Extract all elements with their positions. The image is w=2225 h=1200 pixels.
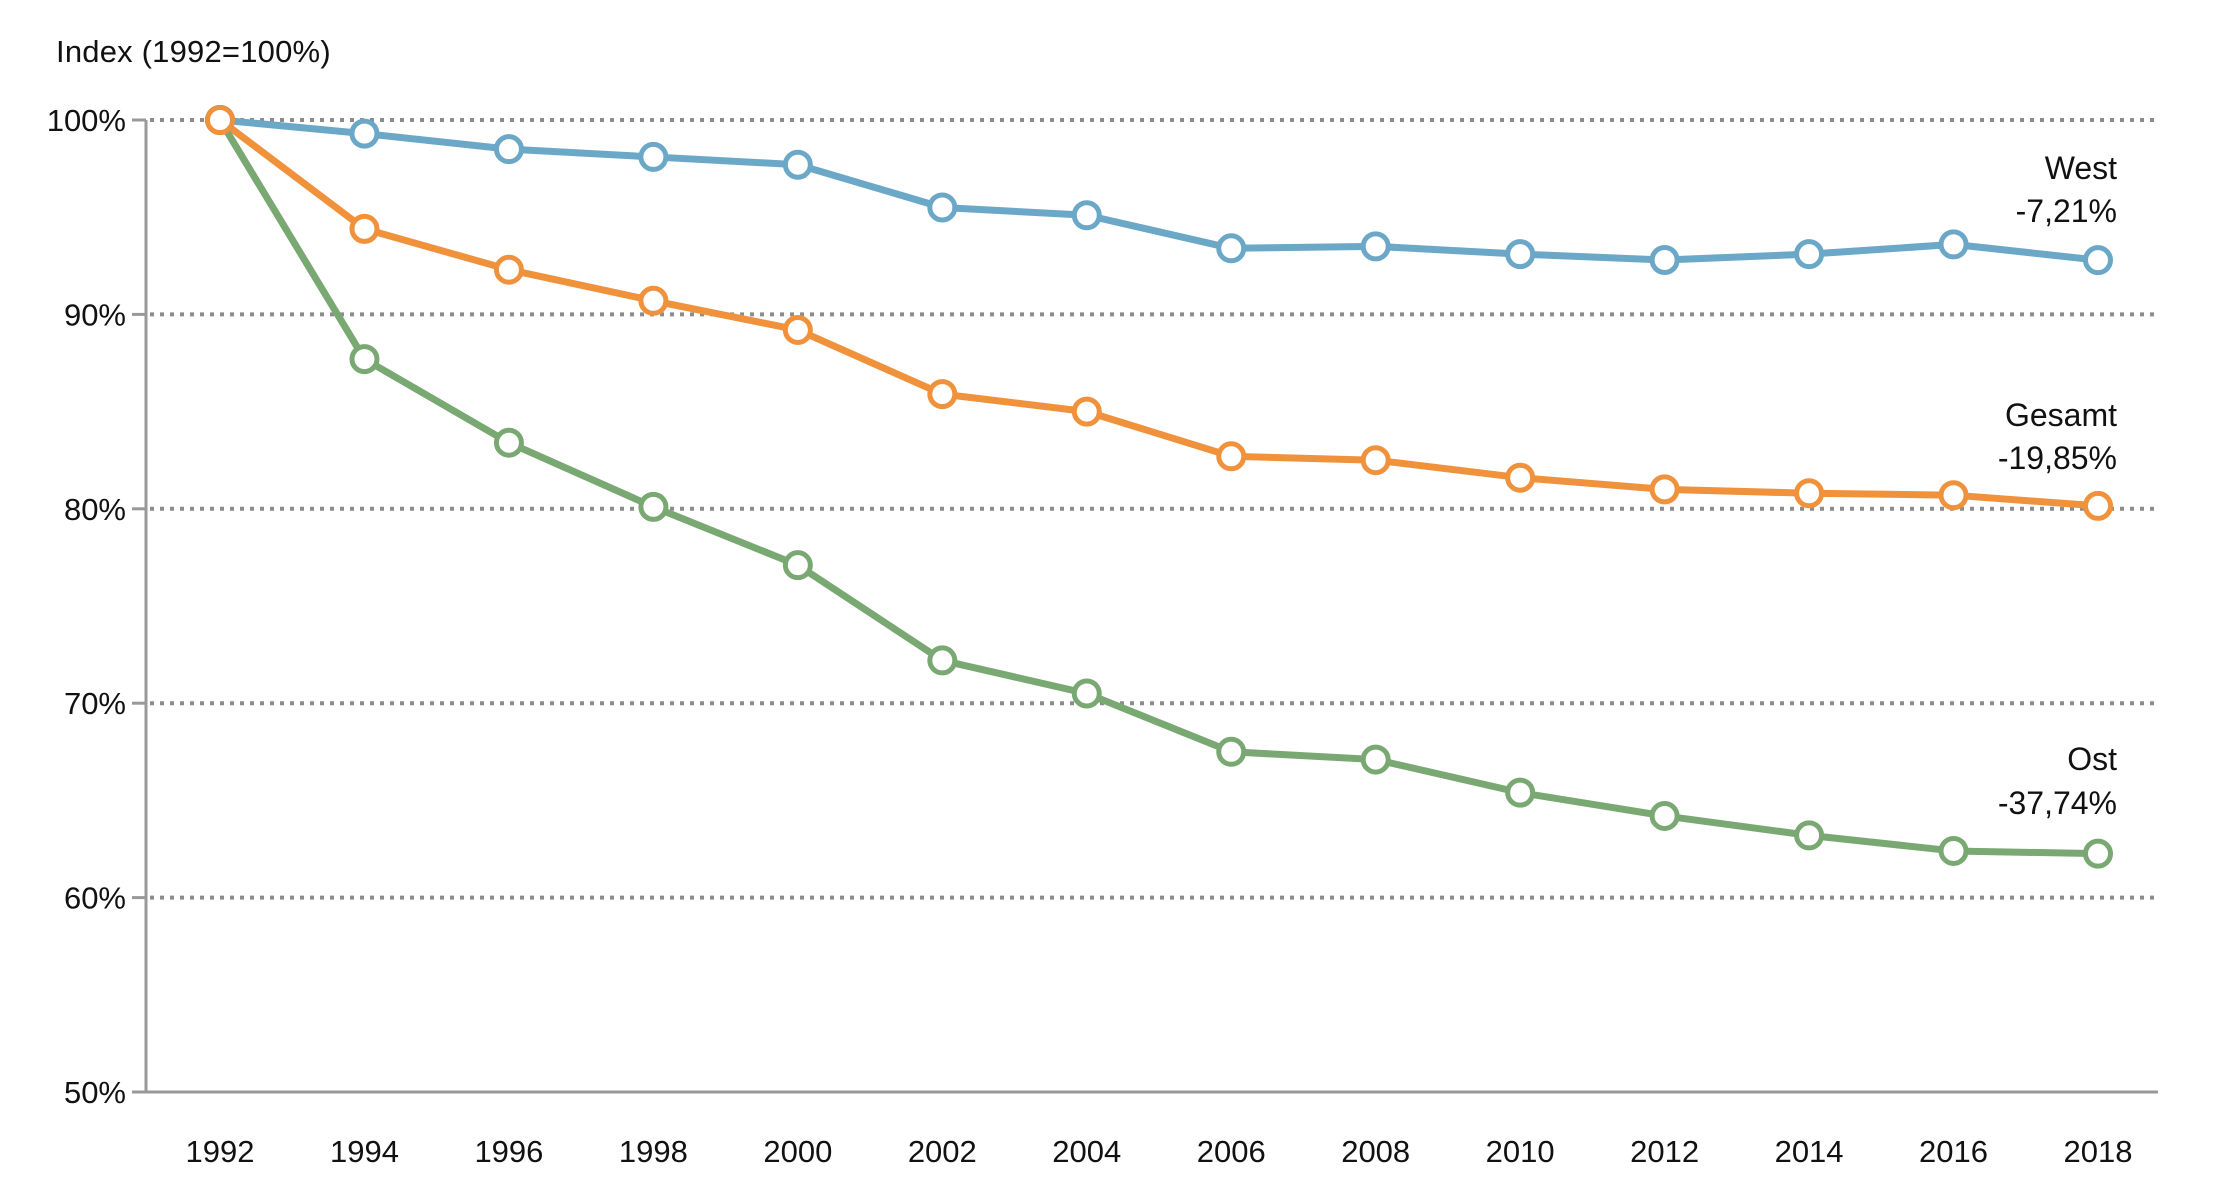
x-tick-label-2008: 2008 [1341, 1134, 1410, 1169]
marker-ost-2012 [1649, 800, 1680, 831]
marker-gesamt-2004 [1071, 396, 1102, 427]
line-gesamt [216, 116, 2102, 510]
marker-gesamt-1998 [638, 285, 669, 316]
marker-ost-2010 [1505, 777, 1536, 808]
marker-ost-2008 [1360, 744, 1391, 775]
x-tick-label-2000: 2000 [763, 1134, 832, 1169]
marker-ost-2018 [2083, 838, 2113, 869]
x-tick-label-1994: 1994 [330, 1134, 399, 1169]
x-tick-label-1998: 1998 [619, 1134, 688, 1169]
marker-west-2006 [1216, 233, 1247, 264]
marker-gesamt-1996 [493, 254, 524, 285]
marker-west-1994 [349, 118, 380, 149]
marker-gesamt-2002 [927, 379, 958, 410]
marker-west-1996 [493, 134, 524, 165]
marker-gesamt-2016 [1938, 480, 1969, 511]
y-tick-label-90: 90% [64, 297, 126, 332]
marker-west-2012 [1649, 244, 1680, 275]
marker-gesamt-2000 [782, 314, 813, 345]
marker-gesamt-2012 [1649, 474, 1680, 505]
marker-west-2010 [1505, 239, 1536, 270]
x-tick-label-2002: 2002 [908, 1134, 977, 1169]
marker-ost-2000 [782, 550, 813, 581]
marker-west-2004 [1071, 200, 1102, 231]
marker-west-2016 [1938, 229, 1969, 260]
marker-west-2002 [927, 192, 958, 223]
marker-ost-1998 [638, 491, 669, 522]
line-ost [216, 116, 2102, 858]
marker-gesamt-2010 [1505, 462, 1536, 493]
marker-ost-2006 [1216, 736, 1247, 767]
marker-west-2000 [782, 149, 813, 180]
x-tick-label-2004: 2004 [1052, 1134, 1121, 1169]
marker-gesamt-2008 [1360, 445, 1391, 476]
marker-west-2018 [2083, 245, 2113, 276]
marker-ost-2004 [1071, 678, 1102, 709]
series-label-ost: Ost [2067, 741, 2117, 777]
marker-west-1998 [638, 141, 669, 172]
x-tick-label-1992: 1992 [186, 1134, 255, 1169]
x-tick-label-2018: 2018 [2064, 1134, 2133, 1169]
marker-ost-1996 [493, 427, 524, 458]
y-tick-label-50: 50% [64, 1075, 126, 1110]
y-tick-label-70: 70% [64, 686, 126, 721]
marker-ost-1994 [349, 344, 380, 375]
series-delta-ost: -37,74% [1998, 785, 2117, 821]
marker-ost-2016 [1938, 835, 1969, 866]
marker-ost-2002 [927, 645, 958, 676]
marker-gesamt-2006 [1216, 441, 1247, 472]
series-delta-west: -7,21% [2016, 193, 2117, 229]
x-tick-label-2016: 2016 [1919, 1134, 1988, 1169]
series-label-west: West [2045, 150, 2117, 186]
marker-gesamt-1992 [205, 105, 235, 135]
x-tick-label-2012: 2012 [1630, 1134, 1699, 1169]
marker-gesamt-2018 [2083, 490, 2113, 521]
marker-west-2008 [1360, 231, 1391, 262]
y-tick-label-80: 80% [64, 492, 126, 527]
marker-gesamt-1994 [349, 213, 380, 244]
x-tick-label-2010: 2010 [1486, 1134, 1555, 1169]
y-tick-label-60: 60% [64, 881, 126, 916]
x-tick-label-2006: 2006 [1197, 1134, 1266, 1169]
series-delta-gesamt: -19,85% [1998, 440, 2117, 476]
series-label-gesamt: Gesamt [2005, 397, 2117, 433]
chart-title: Index (1992=100%) [56, 34, 331, 69]
marker-gesamt-2014 [1794, 478, 1825, 509]
y-tick-label-100: 100% [47, 103, 126, 138]
marker-ost-2014 [1794, 820, 1825, 851]
x-tick-label-2014: 2014 [1775, 1134, 1844, 1169]
marker-west-2014 [1794, 239, 1825, 270]
x-tick-label-1996: 1996 [474, 1134, 543, 1169]
line-west [216, 116, 2102, 264]
